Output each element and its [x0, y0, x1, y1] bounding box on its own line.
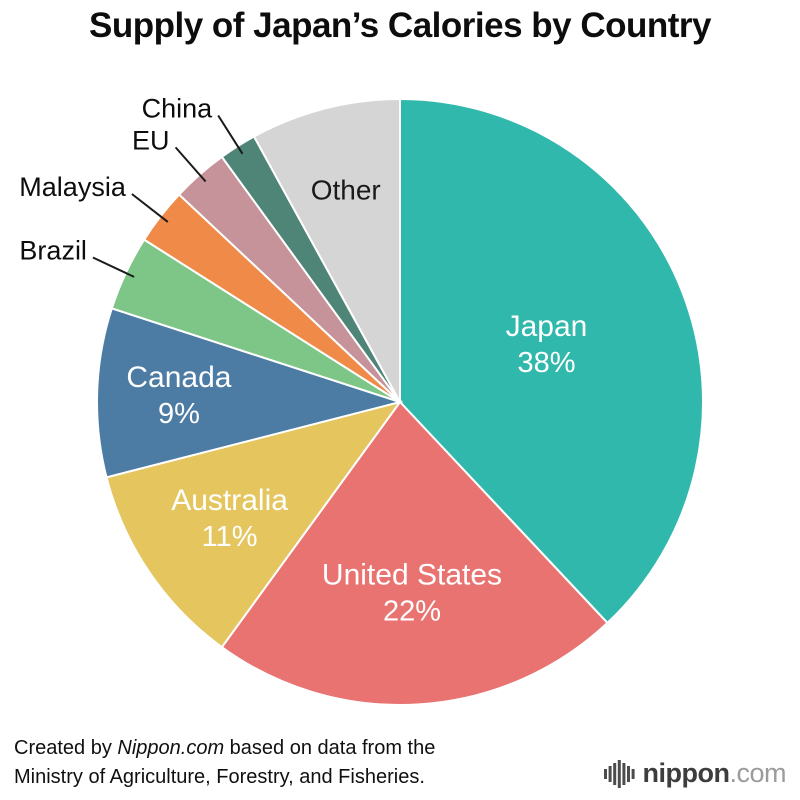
leader-line-china: [217, 114, 244, 155]
slice-label-japan: Japan: [506, 310, 588, 343]
chart-title: Supply of Japan’s Calories by Country: [89, 6, 712, 45]
credit-prefix: Created by: [14, 737, 118, 759]
logo-tld: .com: [729, 758, 786, 788]
credit-suffix: based on data from the: [224, 737, 436, 759]
pie-slice-canada: [96, 307, 404, 479]
slice-value-united-states: 22%: [383, 596, 441, 628]
leader-line-eu: [174, 146, 207, 183]
slice-value-japan: 38%: [517, 347, 575, 379]
slice-label-malaysia: Malaysia: [19, 172, 127, 202]
leader-line-malaysia: [131, 193, 169, 223]
footer: Created by Nippon.com based on data from…: [14, 734, 786, 792]
slice-label-canada: Canada: [126, 361, 231, 394]
pie-slice-japan: [399, 97, 705, 625]
pie-slice-australia: [105, 400, 403, 649]
leader-line-brazil: [92, 256, 135, 278]
slice-label-australia: Australia: [171, 484, 288, 517]
slice-value-australia: 11%: [202, 521, 258, 553]
slice-label-other: Other: [311, 175, 381, 206]
source-credit: Created by Nippon.com based on data from…: [14, 734, 435, 792]
slice-label-china: China: [142, 93, 214, 123]
pie-slice-united-states: [220, 400, 609, 706]
slice-label-eu: EU: [132, 125, 170, 155]
logo-name: nippon: [642, 758, 730, 788]
slice-value-canada: 9%: [158, 398, 200, 430]
nippon-logo-icon: [603, 759, 635, 788]
nippon-logo: nippon.com: [603, 758, 787, 792]
slice-label-brazil: Brazil: [19, 236, 87, 266]
credit-source-name: Nippon.com: [117, 737, 225, 759]
nippon-logo-text: nippon.com: [642, 758, 787, 789]
credit-line2: Ministry of Agriculture, Forestry, and F…: [14, 766, 425, 788]
slice-label-united-states: United States: [322, 559, 502, 592]
pie-slice-other: [252, 97, 401, 403]
